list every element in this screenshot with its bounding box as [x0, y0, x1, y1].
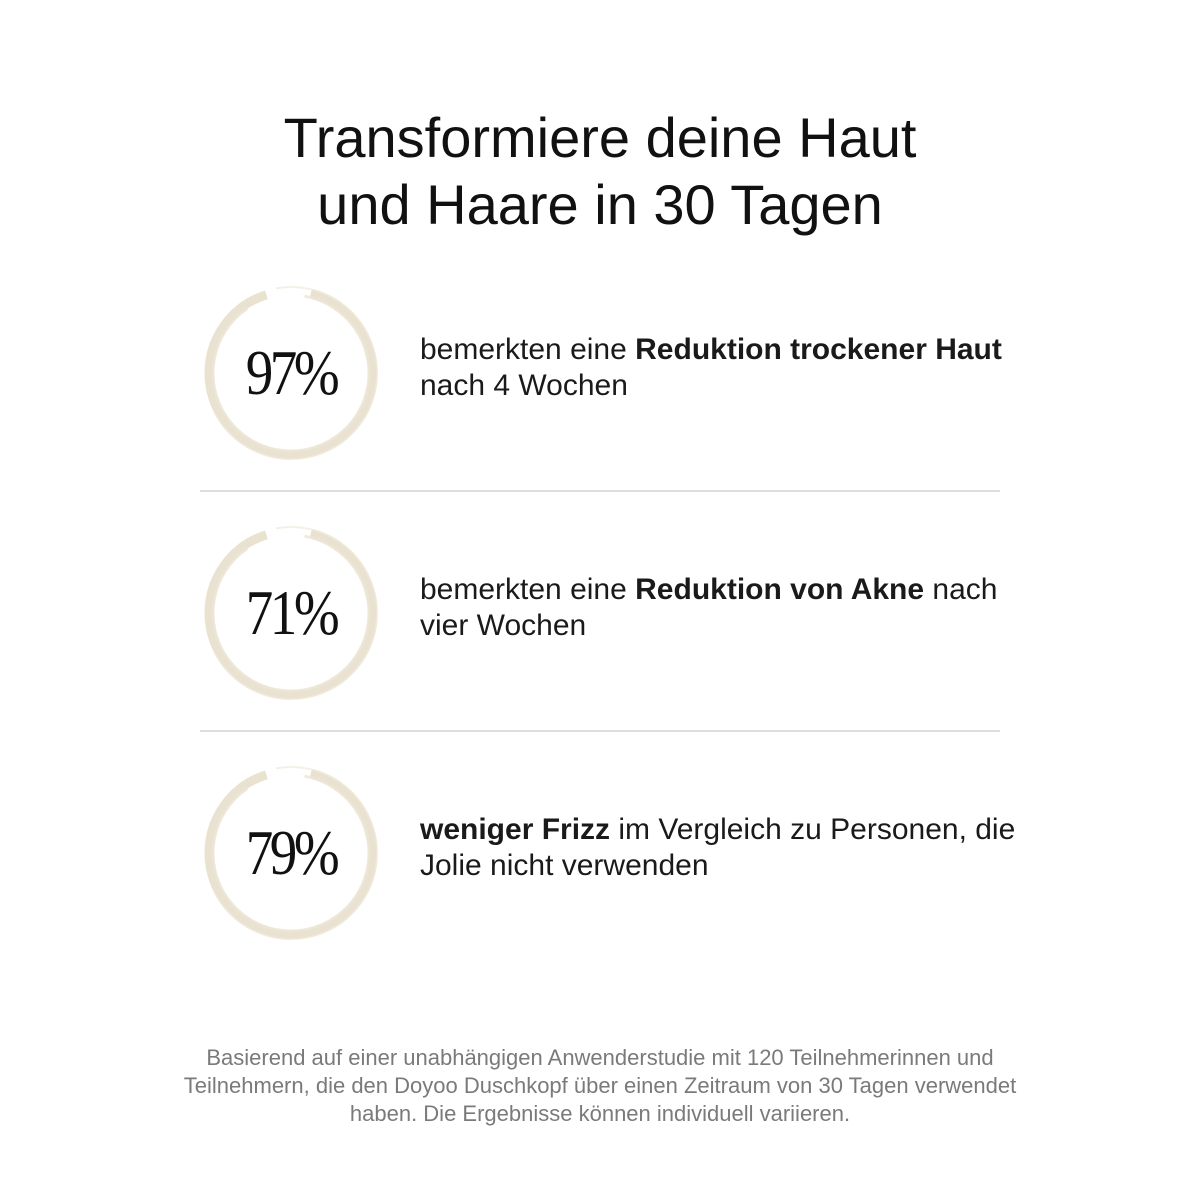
- stat-description: bemerkten eine Reduktion von Akne nach v…: [420, 572, 1020, 644]
- stat-text-pre: bemerkten eine: [420, 573, 636, 606]
- stat-percent: 71%: [245, 577, 340, 648]
- brush-ring-icon: 97%: [200, 282, 382, 464]
- title-line-2: und Haare in 30 Tagen: [317, 172, 883, 236]
- stat-text-post: nach 4 Wochen: [420, 369, 628, 402]
- stat-row-dry-skin: 97% bemerkten eine Reduktion trockener H…: [200, 260, 1002, 460]
- stat-text-bold: Reduktion trockener Haut: [635, 333, 1002, 366]
- brush-ring-svg: [204, 526, 378, 700]
- divider: [200, 490, 1000, 492]
- stat-row-frizz: 79% weniger Frizz im Vergleich zu Person…: [200, 740, 1015, 940]
- stat-row-acne: 71% bemerkten eine Reduktion von Akne na…: [200, 500, 1000, 700]
- brush-ring-svg: [204, 766, 378, 940]
- stat-percent: 97%: [245, 337, 340, 408]
- stat-text-bold: Reduktion von Akne: [635, 573, 925, 606]
- stat-description: bemerkten eine Reduktion trockener Haut …: [420, 332, 1020, 404]
- study-footnote: Basierend auf einer unabhängigen Anwende…: [183, 1045, 1017, 1126]
- divider: [200, 730, 1000, 732]
- stat-text-pre: bemerkten eine: [420, 333, 636, 366]
- brush-ring-icon: 79%: [200, 762, 382, 944]
- page-title: Transformiere deine Haut und Haare in 30…: [0, 104, 1200, 238]
- stat-percent: 79%: [245, 817, 340, 888]
- stat-text-post: im Vergleich zu Personen, die Jolie nich…: [420, 813, 1016, 882]
- brush-ring-icon: 71%: [200, 522, 382, 704]
- title-line-1: Transformiere deine Haut: [283, 105, 917, 169]
- stat-text-bold: weniger Frizz: [420, 813, 611, 846]
- brush-ring-svg: [204, 286, 378, 460]
- stat-description: weniger Frizz im Vergleich zu Personen, …: [420, 812, 1020, 884]
- stat-text-post: nach vier Wochen: [420, 573, 998, 642]
